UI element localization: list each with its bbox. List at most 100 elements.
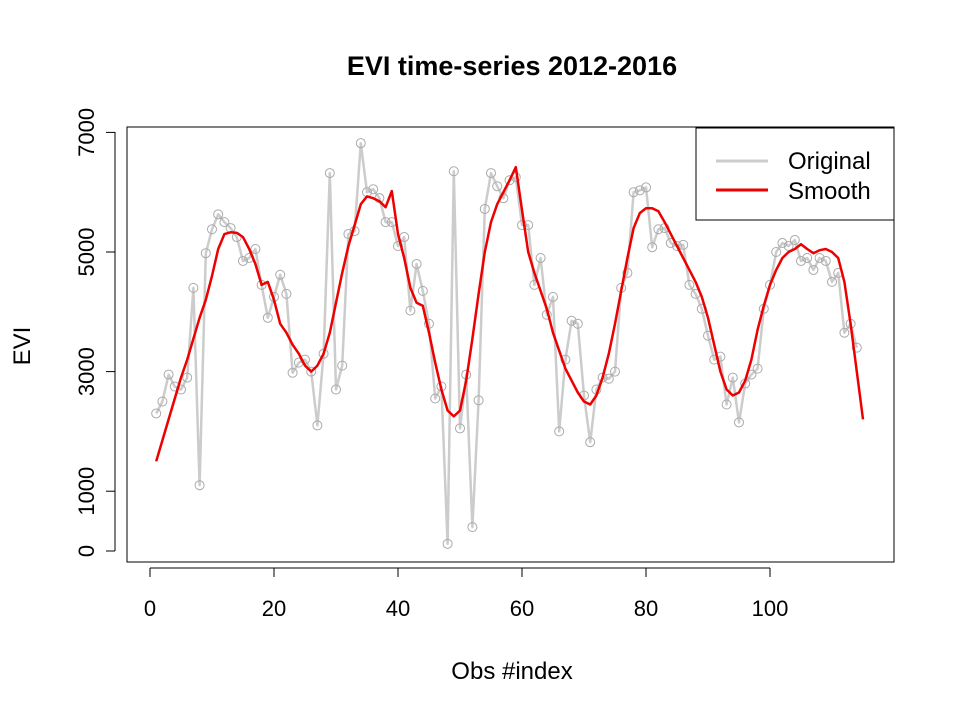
data-point-original (653, 224, 664, 235)
data-point-original (814, 252, 825, 263)
data-point-original (628, 187, 639, 198)
data-point-original (405, 305, 416, 316)
data-point-original (851, 342, 862, 353)
x-axis: 0 20 40 60 80 100 (144, 567, 789, 621)
data-point-original (548, 291, 558, 302)
data-point-original (566, 315, 577, 326)
data-point-original (411, 258, 422, 269)
data-point-original (219, 217, 230, 228)
data-point-original (752, 363, 763, 374)
y-tick-label: 7000 (74, 108, 99, 157)
data-point-original (318, 348, 329, 359)
data-point-original (380, 217, 391, 228)
y-axis-label: EVI (9, 327, 36, 366)
data-point-original (256, 279, 267, 290)
data-point-original (331, 384, 341, 395)
data-point-original (442, 538, 453, 549)
data-point-original (802, 252, 813, 263)
legend-label-smooth: Smooth (788, 178, 871, 205)
data-point-original (585, 437, 596, 448)
data-point-original (337, 360, 348, 371)
data-point-original (796, 255, 806, 266)
x-tick-label: 80 (634, 596, 658, 621)
data-point-original (194, 480, 205, 491)
data-point-original (324, 168, 335, 179)
data-point-original (783, 241, 794, 252)
data-point-original (771, 247, 782, 257)
data-point-original (622, 267, 633, 278)
data-point-original (554, 426, 565, 437)
data-point-original (312, 420, 323, 431)
x-axis-label: Obs #index (451, 658, 572, 685)
data-point-original (207, 224, 217, 235)
data-point-original (467, 522, 478, 533)
data-point-original (727, 372, 738, 383)
data-point-original (647, 242, 658, 253)
data-point-original (188, 282, 199, 293)
x-tick-label: 0 (144, 596, 156, 621)
data-point-original (678, 239, 689, 250)
data-point-original (250, 244, 261, 255)
data-point-original (355, 138, 366, 149)
data-point-original (572, 318, 583, 329)
data-point-original (492, 181, 503, 192)
plot-area-border (126, 126, 895, 563)
y-tick-label: 1000 (74, 467, 99, 516)
data-point-original (393, 241, 403, 252)
data-point-original (504, 175, 515, 186)
x-tick-label: 40 (386, 596, 410, 621)
data-point-original (287, 367, 298, 378)
x-tick-label: 100 (752, 596, 789, 621)
data-point-original (839, 327, 850, 338)
series-layer (151, 138, 865, 549)
data-point-original (163, 369, 174, 380)
data-point-original (684, 279, 695, 290)
data-point-original (517, 220, 527, 231)
chart-title: EVI time-series 2012-2016 (347, 51, 677, 81)
data-point-original (473, 395, 484, 406)
y-tick-label: 0 (74, 545, 99, 557)
legend-box (695, 127, 895, 221)
data-point-original (448, 166, 459, 177)
data-point-original (417, 285, 428, 296)
y-tick-label: 3000 (74, 347, 99, 396)
data-point-original (641, 182, 651, 193)
data-point-original (430, 393, 441, 404)
data-point-original (182, 372, 193, 383)
data-point-original (479, 203, 490, 214)
data-point-original (306, 366, 317, 377)
data-point-original (765, 279, 775, 290)
data-point-original (603, 373, 614, 384)
data-point-original (157, 396, 168, 407)
y-axis: 0 1000 3000 5000 7000 (74, 108, 116, 557)
data-point-original (535, 252, 546, 263)
data-point-original (820, 255, 831, 266)
legend: Original Smooth (695, 127, 895, 221)
legend-label-original: Original (788, 148, 871, 175)
x-tick-label: 20 (262, 596, 286, 621)
data-point-original (721, 399, 732, 410)
data-point-original (560, 354, 571, 365)
data-point-original (610, 366, 620, 377)
data-point-original (200, 248, 211, 259)
data-point-original (368, 184, 379, 195)
data-point-original (213, 209, 224, 220)
y-tick-label: 5000 (74, 228, 99, 277)
data-point-original (275, 269, 286, 280)
data-point-original (827, 276, 837, 287)
data-point-original (789, 235, 800, 246)
data-point-original (486, 168, 496, 179)
data-point-original (455, 423, 465, 434)
data-point-original (672, 241, 682, 252)
data-point-original (151, 408, 162, 419)
data-point-original (262, 312, 273, 323)
data-point-original (238, 255, 248, 266)
series-line-smooth (155, 165, 865, 462)
x-tick-label: 60 (510, 596, 534, 621)
data-point-original (634, 185, 645, 196)
data-point-original (734, 417, 744, 428)
data-point-original (777, 238, 788, 249)
data-point-original (281, 288, 292, 299)
data-point-original (808, 264, 819, 275)
